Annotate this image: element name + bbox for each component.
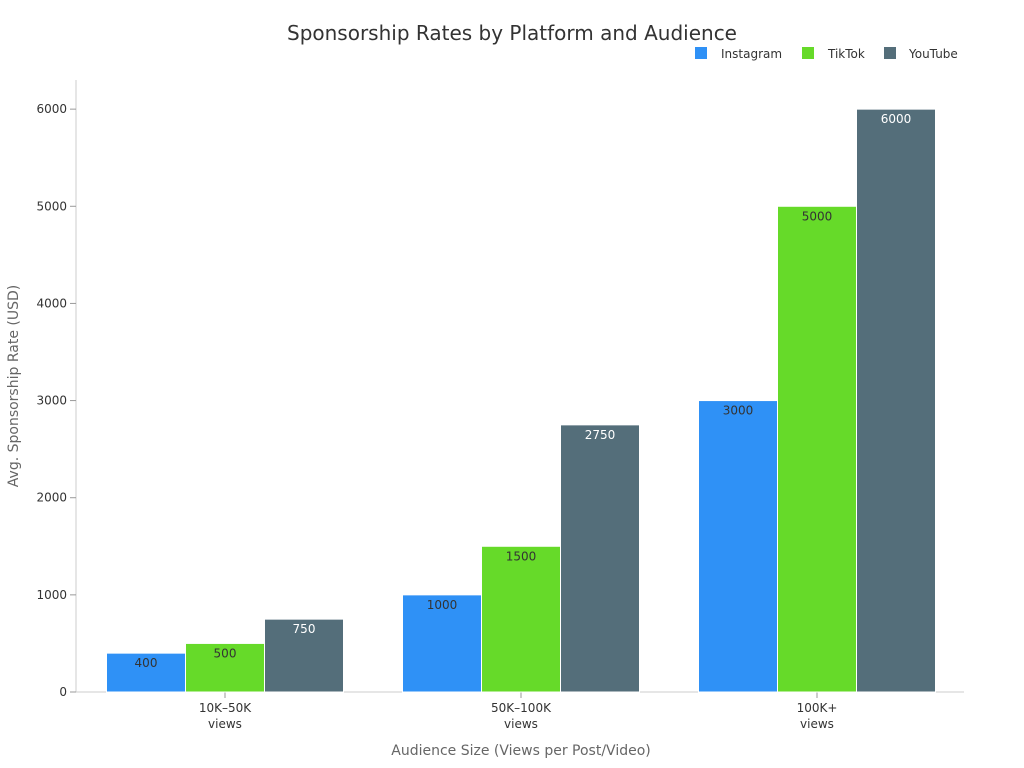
y-tick-label: 3000 bbox=[36, 394, 67, 408]
y-tick-label: 6000 bbox=[36, 102, 67, 116]
bar-instagram bbox=[698, 400, 778, 693]
y-axis-label: Avg. Sponsorship Rate (USD) bbox=[6, 285, 22, 487]
bars: 400 1000 3000 500 1500 5000 750 2750 6000 bbox=[106, 108, 936, 693]
bar-tiktok bbox=[777, 205, 857, 693]
x-axis-label: Audience Size (Views per Post/Video) bbox=[391, 743, 651, 759]
legend-label-instagram: Instagram bbox=[721, 47, 782, 61]
legend-label-tiktok: TikTok bbox=[827, 47, 865, 61]
y-tick-label: 0 bbox=[59, 685, 67, 699]
bar-tiktok bbox=[185, 642, 265, 693]
bar-value-label: 2750 bbox=[585, 428, 616, 442]
bar-youtube bbox=[856, 108, 936, 693]
y-tick-label: 4000 bbox=[36, 296, 67, 310]
legend-swatch-tiktok bbox=[802, 47, 814, 59]
bar-value-label: 1000 bbox=[427, 598, 458, 612]
x-tick-label: 50K–100K views bbox=[491, 701, 552, 731]
bar-value-label: 6000 bbox=[881, 112, 912, 126]
bar-value-label: 5000 bbox=[802, 209, 833, 223]
bar-value-label: 500 bbox=[214, 646, 237, 660]
bar-value-label: 1500 bbox=[506, 549, 537, 563]
x-tick-label: 10K–50K views bbox=[199, 701, 252, 731]
y-tick-label: 5000 bbox=[36, 199, 67, 213]
legend: Instagram TikTok YouTube bbox=[695, 47, 958, 61]
legend-swatch-instagram bbox=[695, 47, 707, 59]
chart-title: Sponsorship Rates by Platform and Audien… bbox=[287, 21, 737, 45]
y-tick-label: 2000 bbox=[36, 491, 67, 505]
legend-label-youtube: YouTube bbox=[908, 47, 958, 61]
bar-instagram bbox=[402, 594, 482, 693]
bar-youtube bbox=[264, 618, 344, 693]
legend-swatch-youtube bbox=[884, 47, 896, 59]
bar-value-label: 750 bbox=[293, 622, 316, 636]
bar-youtube bbox=[560, 424, 640, 693]
bar-value-label: 400 bbox=[135, 656, 158, 670]
y-tick-label: 1000 bbox=[36, 588, 67, 602]
axes: 0 1000 2000 3000 4000 5000 6000 10K–50K views 50K… bbox=[36, 80, 964, 731]
x-tick-label: 100K+ views bbox=[797, 701, 838, 731]
bar-tiktok bbox=[481, 545, 561, 693]
bar-instagram bbox=[106, 652, 186, 693]
bar-value-label: 3000 bbox=[723, 404, 754, 418]
